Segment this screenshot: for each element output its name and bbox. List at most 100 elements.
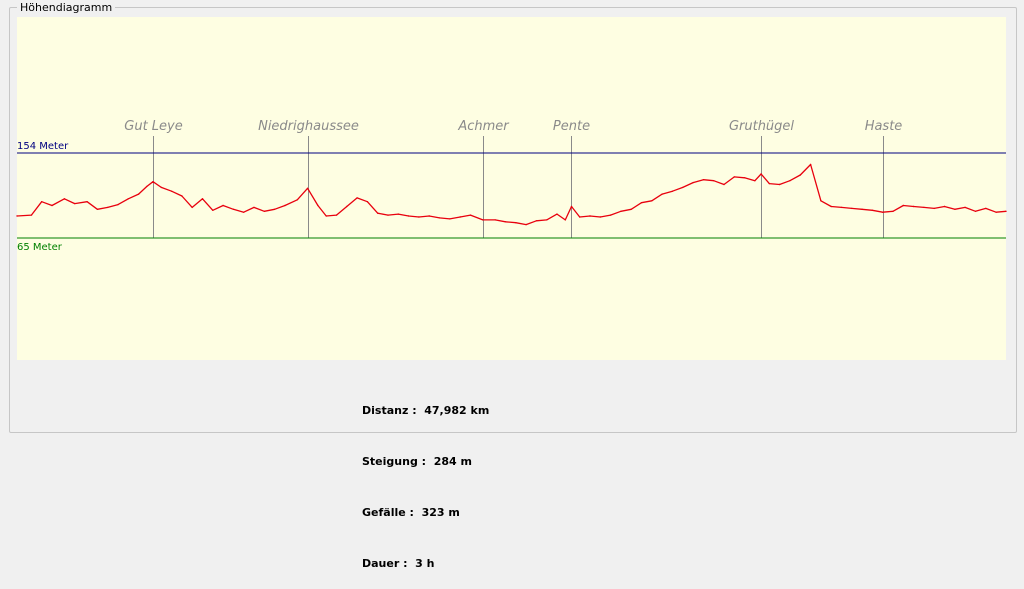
profile-point [902, 204, 904, 207]
profile-point [933, 207, 935, 210]
profile-point [74, 202, 76, 205]
profile-point [387, 214, 389, 216]
profile-point [117, 203, 119, 206]
profile-point [754, 180, 756, 182]
plot-area [17, 17, 1006, 360]
elevation-groupbox [9, 7, 1017, 433]
profile-point [733, 176, 735, 178]
profile-point [449, 218, 451, 220]
profile-point [438, 217, 441, 219]
profile-point [222, 204, 224, 207]
stat-distance: Distanz : 47,982 km [362, 404, 490, 417]
profile-point [137, 193, 140, 195]
profile-point [861, 208, 863, 210]
profile-point [871, 209, 874, 211]
profile-point [892, 210, 894, 212]
waypoint-label: Gruthügel [729, 119, 794, 134]
profile-point [366, 201, 369, 203]
stat-descent: Gefälle : 323 m [362, 506, 460, 519]
profile-point [325, 215, 327, 217]
profile-point [702, 179, 705, 181]
profile-point [107, 206, 109, 209]
profile-point [181, 195, 183, 197]
profile-point [459, 216, 461, 218]
profile-point [682, 186, 684, 189]
profile-point [51, 204, 53, 207]
profile-point [317, 204, 319, 207]
profile-point [564, 219, 566, 221]
profile-points [16, 163, 1007, 226]
profile-point [546, 219, 548, 221]
min-elevation-label: 65 Meter [17, 242, 63, 253]
profile-point [16, 215, 18, 217]
profile-point [799, 174, 801, 176]
stat-ascent: Steigung : 284 m [362, 455, 472, 468]
profile-point [985, 207, 987, 210]
profile-point [851, 207, 853, 210]
profile-point [840, 206, 843, 209]
profile-point [923, 206, 925, 209]
profile-point [482, 219, 484, 221]
profile-point [418, 216, 420, 218]
profile-point [397, 213, 399, 215]
profile-point [964, 206, 966, 209]
profile-point [692, 181, 694, 184]
waypoint-label: Pente [553, 119, 590, 134]
profile-point [232, 208, 235, 210]
max-elevation-label: 154 Meter [17, 141, 69, 152]
profile-point [671, 190, 674, 192]
profile-point [640, 202, 643, 204]
profile-point [253, 206, 255, 209]
profile-point [96, 208, 99, 210]
profile-point [830, 205, 832, 208]
profile-point [809, 163, 812, 166]
profile-point [620, 210, 622, 212]
waypoint-label: Achmer [457, 119, 510, 134]
waypoint-label: Gut Leye [124, 119, 182, 134]
profile-point [661, 193, 663, 195]
profile-point [296, 199, 298, 201]
profile-point [356, 197, 358, 199]
profile-point [778, 183, 781, 186]
profile-point [525, 223, 527, 226]
profile-point [494, 219, 496, 221]
profile-point [974, 210, 977, 212]
profile-point [556, 213, 558, 215]
profile-point [599, 216, 601, 218]
profile-point [170, 190, 173, 192]
profile-point [212, 209, 214, 211]
profile-point [243, 211, 245, 213]
profile-point [1005, 210, 1007, 212]
profile-point [651, 200, 653, 202]
profile-point [263, 210, 265, 212]
profile-point [86, 201, 88, 203]
profile-point [63, 198, 66, 200]
profile-point [273, 208, 276, 210]
profile-point [723, 183, 725, 186]
profile-point [377, 212, 379, 214]
waypoint-label: Haste [865, 119, 903, 134]
waypoint-label: Niedrighaussee [258, 119, 359, 134]
profile-point [789, 180, 791, 182]
elevation-profile-line [16, 163, 1007, 226]
profile-point [469, 214, 472, 216]
profile-point [630, 208, 632, 210]
profile-point [943, 205, 946, 208]
profile-point [713, 180, 715, 182]
profile-point [146, 185, 148, 188]
groupbox-title: Höhendiagramm [17, 1, 116, 14]
profile-point [535, 220, 538, 222]
profile-point [515, 222, 517, 224]
profile-point [995, 211, 997, 213]
profile-point [609, 214, 612, 216]
profile-point [191, 206, 193, 209]
profile-point [346, 205, 348, 208]
profile-point [912, 205, 915, 208]
profile-point [820, 200, 822, 202]
profile-point [579, 216, 581, 218]
profile-point [428, 215, 430, 217]
profile-point [504, 221, 507, 223]
profile-point [30, 214, 33, 216]
profile-point [160, 186, 162, 189]
profile-point [570, 205, 573, 208]
